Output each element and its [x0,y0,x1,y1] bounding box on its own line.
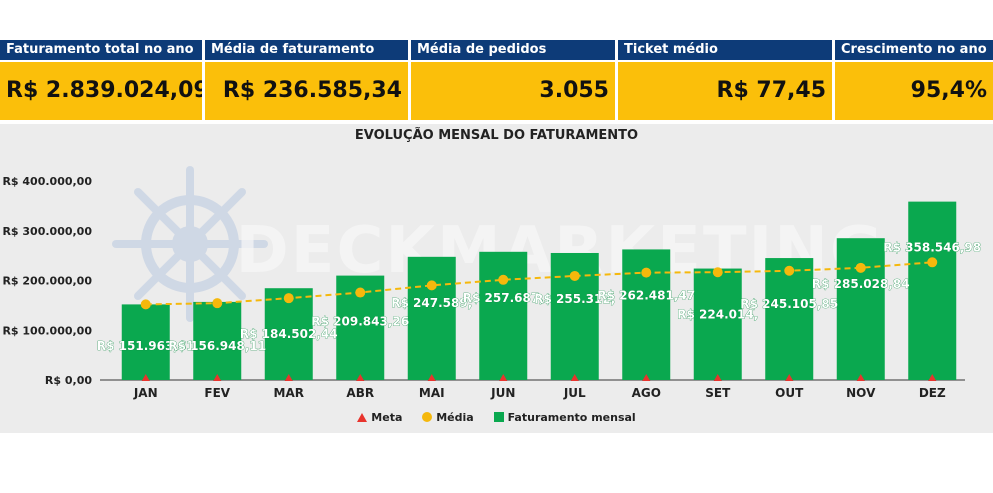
media-point [712,267,723,278]
bar-jun [479,251,528,380]
bar-data-label: R$ 255.312, [534,292,615,306]
bar-out [765,258,814,380]
y-tick-label: R$ 300.000,00 [2,225,92,238]
kpi-label: Média de pedidos [411,40,615,60]
bar-data-label: R$ 156.948,11 [168,339,266,353]
bar-data-label: R$ 257.687, [463,291,544,305]
kpi-strip: Faturamento total no ano R$ 2.839.024,09… [0,40,993,120]
bars [121,201,957,381]
kpi-value: 3.055 [411,62,615,120]
bar-data-label: R$ 358.546,98 [883,241,981,255]
x-tick-label: JUN [490,386,515,400]
ship-wheel-icon [112,166,268,322]
media-point [140,299,151,310]
x-tick-label: AGO [632,386,661,400]
bar-data-label: R$ 245.105,85 [740,297,838,311]
media-point [426,280,437,291]
kpi-label: Média de faturamento [205,40,408,60]
kpi-label: Crescimento no ano [835,40,993,60]
data-labels: R$ 151.963,61R$ 156.948,11R$ 184.502,44R… [97,240,982,353]
x-tick-label: MAR [274,386,304,400]
meta-marker [713,374,722,381]
media-point [498,274,509,285]
legend-item-media: Média [422,411,474,424]
kpi-ticket-medio: Ticket médio R$ 77,45 [618,40,832,120]
media-point [569,270,580,281]
meta-marker [928,374,937,381]
media-line-path [145,261,933,306]
media-point [641,267,652,278]
triangle-icon [357,413,368,422]
chart-legend: Meta Média Faturamento mensal [0,411,993,424]
x-tick-label: FEV [204,386,230,400]
chart-axes: R$ 0,00 R$ 100.000,00 R$ 200.000,00 R$ 300.… [2,175,965,400]
bar-mai [407,256,456,380]
kpi-faturamento-total: Faturamento total no ano R$ 2.839.024,09 [0,40,202,120]
x-tick-label: ABR [346,386,374,400]
x-tick-label: DEZ [919,386,946,400]
kpi-value: R$ 236.585,34 [205,62,408,120]
chart-title: EVOLUÇÃO MENSAL DO FATURAMENTO [354,128,639,143]
bar-data-label: R$ 184.502,44 [240,327,338,341]
legend-item-faturamento: Faturamento mensal [493,411,636,424]
dot-icon [422,412,433,422]
media-point [355,287,366,298]
media-point [784,265,795,276]
x-tick-label: NOV [846,386,876,400]
y-tick-label: R$ 0,00 [45,374,92,387]
media-point [855,262,866,273]
media-point [212,298,223,309]
meta-marker [642,374,651,381]
meta-marker [499,374,508,381]
legend-label: Média [436,411,474,424]
media-line [140,257,938,310]
media-point [927,257,938,268]
y-tick-label: R$ 400.000,00 [2,175,92,188]
meta-marker [570,374,579,381]
meta-marker [213,374,222,381]
bar-jan [121,304,170,380]
media-point [283,293,294,304]
bar-set [693,268,742,380]
square-icon [493,412,504,422]
bar-mar [264,288,313,380]
meta-marker [856,374,865,381]
x-tick-label: JAN [133,386,158,400]
legend-item-meta: Meta [357,411,402,424]
bar-fev [193,301,242,380]
chart-panel: DECKMARKETING R$ 0,00 R$ 100.000,00 R$ 200… [0,124,993,433]
kpi-value: 95,4% [835,62,993,120]
legend-label: Faturamento mensal [507,411,636,424]
y-tick-label: R$ 100.000,00 [2,324,92,337]
kpi-media-pedidos: Média de pedidos 3.055 [411,40,615,120]
bar-data-label: R$ 285.028,84 [812,277,910,291]
y-tick-label: R$ 200.000,00 [2,275,92,288]
x-tick-label: SET [705,386,731,400]
kpi-label: Faturamento total no ano [0,40,202,60]
kpi-value: R$ 77,45 [618,62,832,120]
kpi-value: R$ 2.839.024,09 [0,62,202,120]
meta-marker [427,374,436,381]
bar-line-chart: DECKMARKETING R$ 0,00R$ 100.000,00R$ 200… [2,166,982,400]
bar-data-label: R$ 247.589, [391,296,472,310]
bar-data-label: R$ 151.963,61 [97,339,195,353]
kpi-label: Ticket médio [618,40,832,60]
meta-marker [284,374,293,381]
x-tick-label: OUT [775,386,804,400]
meta-marker [785,374,794,381]
bar-nov [836,238,885,380]
x-tick-label: MAI [419,386,445,400]
x-tick-label: JUL [563,386,586,400]
bar-data-label: R$ 224.014, [677,308,758,322]
bar-data-label: R$ 262.481,47 [597,288,695,302]
meta-marker [141,374,150,381]
legend-label: Meta [371,411,403,424]
meta-marker [356,374,365,381]
bar-data-label: R$ 209.843,26 [311,315,409,329]
kpi-crescimento-ano: Crescimento no ano 95,4% [835,40,993,120]
bar-dez [908,201,957,380]
kpi-media-faturamento: Média de faturamento R$ 236.585,34 [205,40,408,120]
